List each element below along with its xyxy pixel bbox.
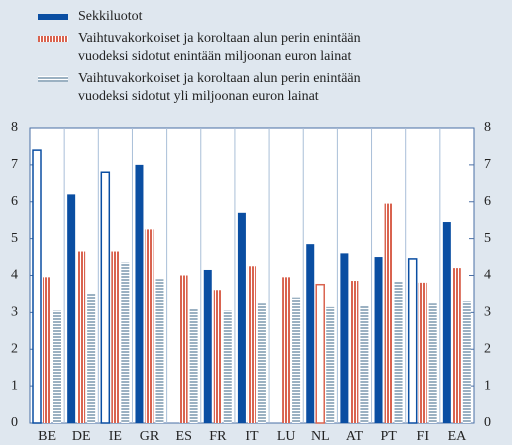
y2-tick-label: 0 <box>484 415 491 430</box>
x-tick-label: FI <box>417 429 430 444</box>
legend-label: Vaihtuvakorkoiset ja koroltaan alun peri… <box>78 71 361 104</box>
y2-tick-label: 4 <box>484 268 491 283</box>
bar <box>223 310 232 423</box>
y2-tick-label: 7 <box>484 157 491 172</box>
bar <box>155 279 164 423</box>
bar <box>428 303 437 423</box>
bar <box>100 171 111 424</box>
y-tick-label: 3 <box>11 305 18 320</box>
bar <box>407 258 418 424</box>
bar <box>394 281 403 423</box>
bar <box>340 253 349 423</box>
legend-swatch <box>38 14 68 20</box>
bar <box>247 266 256 423</box>
x-tick-label: PT <box>380 429 397 444</box>
x-tick-label: BE <box>38 429 56 444</box>
y-tick-label: 6 <box>11 194 18 209</box>
y-tick-label: 4 <box>11 268 18 283</box>
bar <box>179 275 188 423</box>
x-tick-label: DE <box>72 429 91 444</box>
x-tick-label: EA <box>448 429 468 444</box>
bar <box>282 277 291 423</box>
y2-tick-label: 3 <box>484 305 491 320</box>
bar <box>32 149 42 424</box>
bar <box>360 305 369 423</box>
bar <box>53 310 61 423</box>
bar <box>67 194 76 423</box>
bar <box>77 251 86 423</box>
legend-swatch <box>38 36 68 42</box>
bar <box>462 301 471 423</box>
x-tick-label: AT <box>346 429 364 444</box>
y-tick-label: 2 <box>11 341 18 356</box>
bar <box>418 282 427 423</box>
x-tick-label: ES <box>176 429 192 444</box>
bar <box>111 251 120 423</box>
bar <box>374 257 383 423</box>
bar <box>145 229 154 423</box>
bar <box>326 306 335 423</box>
x-tick-label: IE <box>109 429 122 444</box>
bar <box>442 222 451 423</box>
y-tick-label: 1 <box>11 378 18 393</box>
bar <box>121 262 130 423</box>
bar <box>237 212 246 423</box>
x-tick-label: IT <box>245 429 259 444</box>
y-tick-label: 5 <box>11 231 18 246</box>
y2-tick-label: 5 <box>484 231 491 246</box>
y-tick-label: 8 <box>11 120 18 135</box>
legend-label: Vaihtuvakorkoiset ja koroltaan alun peri… <box>78 31 361 64</box>
bar <box>306 244 315 423</box>
bar <box>292 297 301 423</box>
y-tick-label: 0 <box>11 415 18 430</box>
bar <box>315 283 325 424</box>
y2-tick-label: 2 <box>484 341 491 356</box>
bar <box>135 164 144 423</box>
bar <box>189 308 198 423</box>
bar <box>257 303 266 423</box>
y2-tick-label: 6 <box>484 194 491 209</box>
x-tick-label: FR <box>209 429 227 444</box>
legend-swatch <box>38 76 68 82</box>
legend-label: Sekkiluotot <box>78 9 143 24</box>
bar <box>384 203 393 423</box>
x-tick-label: NL <box>311 429 330 444</box>
y-tick-label: 7 <box>11 157 18 172</box>
y2-tick-label: 1 <box>484 378 491 393</box>
bar <box>452 268 461 423</box>
bar <box>87 293 96 423</box>
bar <box>43 277 51 423</box>
x-tick-label: LU <box>277 429 296 444</box>
bar <box>203 269 212 423</box>
bar <box>350 281 359 423</box>
y2-tick-label: 8 <box>484 120 491 135</box>
x-tick-label: GR <box>140 429 160 444</box>
bar <box>213 290 222 423</box>
